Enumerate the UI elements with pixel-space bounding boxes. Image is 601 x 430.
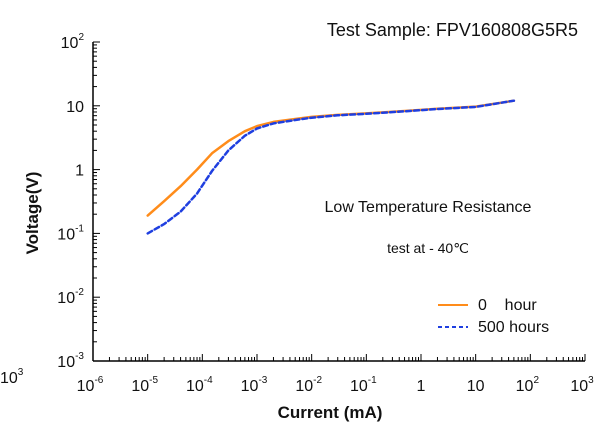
chart-title: Test Sample: FPV160808G5R5 bbox=[327, 20, 578, 40]
x-tick-label: 10-2 bbox=[295, 375, 322, 395]
x-tick-label: 1 bbox=[417, 378, 426, 395]
x-tick-label: 10 bbox=[467, 378, 485, 395]
x-tick-label: 10-3 bbox=[241, 375, 268, 395]
annotation-test-name: Low Temperature Resistance bbox=[325, 199, 532, 216]
y-tick-label: 10 bbox=[66, 99, 84, 116]
legend-label-1: 500 hours bbox=[478, 319, 549, 336]
y-tick-label: 10-3 bbox=[57, 351, 84, 371]
x-tick-label: 103 bbox=[570, 375, 594, 395]
x-tick-labels: 10-6 10-5 10-4 10-3 10-2 10-1 1 10 102 103 bbox=[77, 375, 594, 395]
y-tick-labels: 102 10 1 10-1 10-2 10-3 bbox=[57, 32, 84, 371]
x-tick-label: 10-6 bbox=[77, 375, 104, 395]
plot-area bbox=[92, 42, 585, 362]
y-tick-label: 102 bbox=[61, 32, 85, 52]
x-tick-label: 102 bbox=[516, 375, 540, 395]
x-tick-label: 10-4 bbox=[186, 375, 213, 395]
axis-ticks bbox=[92, 41, 586, 362]
legend-label-0: 0 hour bbox=[478, 297, 537, 314]
y-tick-label: 10-2 bbox=[57, 287, 84, 307]
series-lines bbox=[146, 99, 516, 235]
legend: 0 hour 500 hours bbox=[438, 297, 549, 336]
x-tick-label: 10-1 bbox=[350, 375, 377, 395]
cropped-left-tick-label: 103 bbox=[0, 367, 24, 387]
annotation-test-condition: test at - 40℃ bbox=[387, 240, 469, 256]
x-axis-title: Current (mA) bbox=[278, 403, 383, 422]
series-line-1 bbox=[146, 99, 516, 235]
y-tick-label: 1 bbox=[75, 163, 84, 180]
y-tick-label: 10-1 bbox=[57, 223, 84, 243]
y-axis-title: Voltage(V) bbox=[23, 172, 42, 255]
x-tick-label: 10-5 bbox=[131, 375, 158, 395]
